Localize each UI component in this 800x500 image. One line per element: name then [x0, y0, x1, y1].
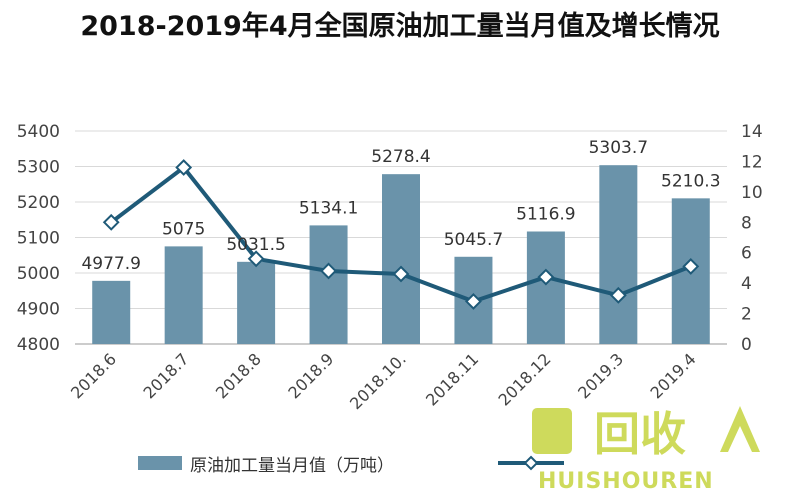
y-right-tick-label: 6 [741, 244, 752, 264]
y-left-tick-label: 4800 [17, 335, 60, 355]
y-left-tick-label: 4900 [17, 300, 60, 320]
line-point [102, 213, 120, 231]
bar [164, 246, 203, 344]
line-point [175, 159, 193, 176]
bar-data-label: 5031.5 [226, 235, 285, 255]
bar-data-label: 5210.3 [661, 171, 720, 191]
y-left-tick-label: 5100 [17, 229, 60, 249]
y-right-tick-label: 10 [741, 183, 763, 203]
legend-item-line[interactable] [496, 448, 566, 478]
y-right-tick-label: 4 [741, 274, 752, 294]
bar [237, 261, 276, 344]
legend-swatch-line [498, 455, 564, 471]
line-point [247, 250, 265, 268]
bar-data-label: 4977.9 [81, 254, 140, 274]
bar-data-label: 5134.1 [299, 198, 358, 218]
y-left-tick-label: 5200 [17, 193, 60, 213]
line-point [537, 268, 555, 286]
x-tick-label: 2018.10. [346, 349, 410, 413]
x-tick-label: 2018.8 [212, 349, 265, 402]
line-point [320, 262, 337, 280]
y-right-tick-label: 2 [741, 305, 752, 325]
line-point [609, 286, 627, 304]
bar-data-label: 5045.7 [444, 230, 503, 250]
watermark-logo: 回收 HUISHOUREN [532, 406, 760, 494]
bar [599, 165, 638, 344]
x-tick-label: 2018.7 [139, 349, 192, 402]
line-point [682, 257, 700, 275]
legend-label-bars: 原油加工量当月值（万吨） [190, 455, 394, 476]
chart-legend: 原油加工量当月值（万吨） [0, 448, 800, 478]
bar-data-label: 5116.9 [516, 205, 575, 225]
legend-swatch-bars [138, 456, 182, 470]
x-tick-label: 2018.6 [67, 349, 120, 402]
y-right-tick-label: 8 [741, 213, 752, 233]
bar-data-label: 5303.7 [589, 138, 648, 158]
y-right-tick-label: 0 [741, 335, 752, 355]
bar [382, 174, 420, 344]
bar [309, 225, 348, 344]
y-right-tick-label: 14 [741, 122, 763, 142]
x-tick-label: 2019.3 [574, 349, 627, 402]
watermark-text: 回收 [594, 407, 686, 461]
bar-data-label: 5278.4 [371, 147, 430, 167]
x-tick-label: 2018.11 [422, 349, 482, 409]
line-point [392, 265, 410, 283]
bar-data-label: 5075 [162, 219, 205, 239]
legend-item-bars[interactable]: 原油加工量当月值（万吨） [138, 448, 394, 478]
y-right-tick-label: 12 [741, 152, 763, 172]
watermark-subtext: HUISHOUREN [538, 469, 714, 494]
bar [526, 231, 565, 344]
x-tick-label: 2018.9 [284, 349, 337, 402]
line-point [465, 292, 482, 310]
y-left-tick-label: 5300 [17, 158, 60, 178]
x-tick-label: 2019.4 [647, 349, 700, 402]
y-left-tick-label: 5000 [17, 264, 60, 284]
bar [92, 280, 131, 344]
chart-title: 2018-2019年4月全国原油加工量当月值及增长情况 [80, 11, 720, 42]
y-left-tick-label: 5400 [17, 122, 60, 142]
